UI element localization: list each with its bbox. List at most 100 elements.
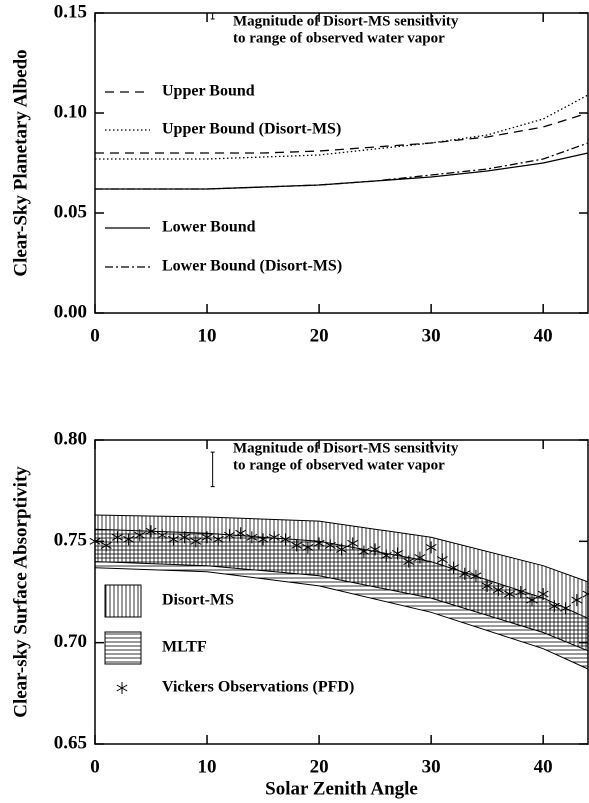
asterisk-stroke — [347, 539, 359, 547]
asterisk-marker — [358, 545, 370, 558]
error-bar — [210, 12, 215, 20]
asterisk-stroke — [537, 590, 549, 598]
asterisk-marker — [313, 537, 325, 550]
asterisk-marker — [380, 549, 392, 562]
asterisk-stroke — [380, 552, 392, 559]
plot-frame — [94, 12, 589, 314]
asterisk-marker — [369, 543, 381, 556]
asterisk-marker — [280, 533, 291, 546]
asterisk-marker — [492, 583, 504, 596]
asterisk-marker — [481, 579, 493, 592]
asterisk-stroke — [291, 541, 303, 549]
y-tick-label: 0.15 — [54, 1, 87, 22]
x-tick-label: 0 — [90, 756, 100, 777]
asterisk-marker — [515, 586, 527, 598]
asterisk-marker — [459, 567, 471, 580]
asterisk-marker — [179, 531, 191, 544]
legend-label: Lower Bound (Disort-MS) — [162, 258, 342, 275]
asterisk-stroke — [548, 602, 560, 610]
band-fill — [95, 529, 588, 669]
asterisk-marker — [537, 588, 549, 601]
asterisk-marker — [347, 537, 359, 550]
asterisk-marker — [448, 561, 459, 574]
asterisk-marker — [504, 588, 516, 601]
asterisk-stroke — [324, 541, 336, 549]
asterisk-marker — [201, 531, 213, 544]
asterisk-marker — [224, 529, 235, 542]
legend-label: Upper Bound — [162, 83, 255, 100]
asterisk-marker — [548, 600, 560, 613]
asterisk-marker — [291, 539, 303, 552]
asterisk-stroke — [504, 590, 516, 598]
annotation: to range of observed water vapor — [233, 30, 445, 46]
band-lower-edge — [94, 567, 589, 670]
x-tick-label: 10 — [198, 756, 217, 777]
asterisk-stroke — [156, 531, 168, 539]
x-tick-label: 40 — [534, 325, 553, 346]
x-tick-label: 0 — [90, 325, 100, 346]
asterisk-marker — [190, 535, 202, 548]
asterisk-marker — [414, 551, 426, 564]
asterisk-stroke — [123, 535, 135, 543]
asterisk-stroke — [571, 596, 583, 604]
asterisk-marker — [336, 543, 347, 556]
asterisk-marker — [134, 529, 146, 542]
asterisk-stroke — [403, 558, 415, 566]
x-tick-label: 10 — [198, 325, 217, 346]
asterisk-marker — [100, 539, 112, 552]
asterisk-marker — [116, 682, 128, 694]
asterisk-stroke — [492, 586, 504, 594]
x-tick-label: 30 — [422, 325, 441, 346]
asterisk-stroke — [268, 533, 280, 541]
series-line — [95, 94, 589, 160]
x-tick-label: 20 — [310, 756, 329, 777]
asterisk-stroke — [526, 596, 538, 604]
asterisk-marker — [392, 547, 403, 560]
asterisk-marker — [111, 531, 123, 544]
y-tick-label: 0.80 — [54, 428, 87, 449]
asterisk-marker — [470, 569, 482, 582]
asterisk-stroke — [436, 556, 448, 564]
asterisk-stroke — [369, 546, 381, 553]
legend-swatch — [104, 584, 142, 618]
asterisk-stroke — [459, 570, 471, 578]
y-tick-label: 0.70 — [54, 631, 87, 652]
asterisk-stroke — [302, 543, 314, 551]
asterisk-stroke — [470, 572, 482, 580]
asterisk-stroke — [100, 541, 112, 549]
asterisk-marker — [156, 529, 168, 542]
asterisk-marker — [212, 533, 224, 546]
asterisk-stroke — [313, 539, 325, 547]
legend-swatch — [104, 631, 142, 665]
x-axis-label: Solar Zenith Angle — [265, 778, 418, 799]
asterisk-stroke — [336, 546, 347, 553]
asterisk-stroke — [235, 529, 247, 537]
asterisk-marker — [526, 594, 538, 607]
y-tick-label: 0.75 — [54, 530, 87, 551]
annotation: Magnitude of Disort-MS sensitivity — [233, 440, 459, 456]
asterisk-stroke — [190, 537, 202, 545]
asterisk-stroke — [358, 548, 370, 555]
y-tick-label: 0.00 — [54, 301, 87, 322]
asterisk-marker — [324, 539, 336, 552]
asterisk-stroke — [134, 531, 146, 539]
legend-label: Lower Bound — [162, 219, 256, 236]
asterisk-marker — [235, 527, 247, 540]
y-tick-label: 0.10 — [54, 101, 87, 122]
y-tick-label: 0.05 — [54, 201, 87, 222]
plot-frame — [94, 439, 589, 745]
asterisk-stroke — [116, 684, 128, 692]
asterisk-marker — [123, 533, 135, 546]
asterisk-marker — [302, 541, 314, 554]
asterisk-stroke — [179, 533, 191, 541]
y-axis-label: Clear-sky Surface Absorptivity — [10, 466, 31, 718]
asterisk-stroke — [145, 527, 157, 535]
asterisk-marker — [403, 555, 415, 568]
annotation: Magnitude of Disort-MS sensitivity — [233, 13, 459, 29]
asterisk-stroke — [246, 533, 258, 541]
asterisk-stroke — [257, 535, 269, 543]
legend-label: Disort-MS — [162, 592, 234, 609]
y-tick-label: 0.65 — [54, 732, 87, 753]
